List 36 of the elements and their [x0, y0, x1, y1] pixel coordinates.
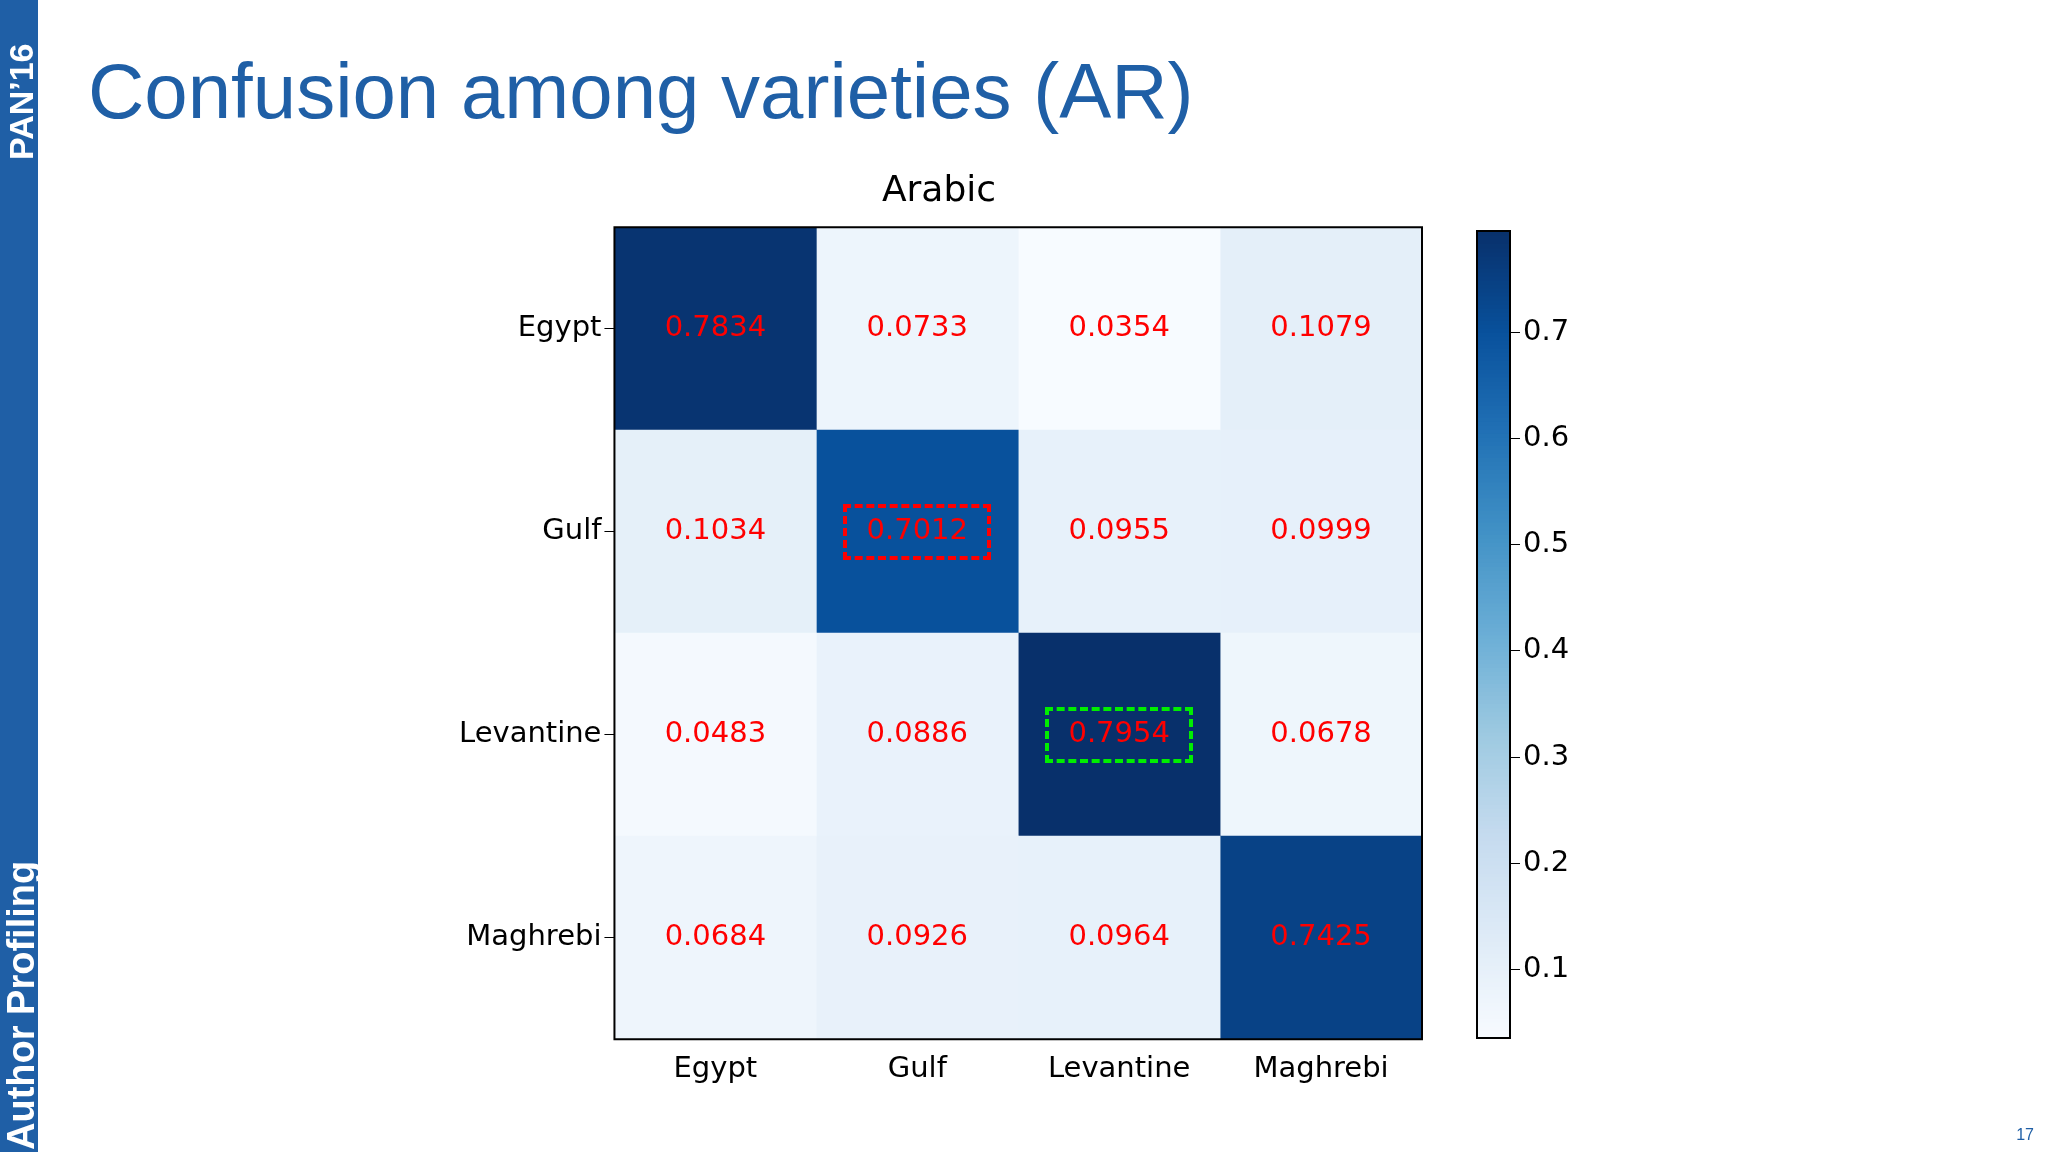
data-label: 0.0964 [1068, 918, 1170, 953]
chart-subtitle: Arabic [881, 167, 997, 209]
data-label: 0.0354 [1068, 309, 1170, 344]
color-bar-label: 0.7 [1523, 312, 1570, 347]
data-label: 0.0733 [866, 309, 969, 344]
x-tick-label: Maghrebi [1253, 1050, 1389, 1085]
x-tick-label: Levantine [1047, 1050, 1191, 1085]
y-tick-label: Maghrebi [466, 918, 602, 953]
x-tick-label: Gulf [887, 1050, 948, 1085]
data-label: 0.1079 [1270, 309, 1372, 344]
color-bar-label: 0.4 [1523, 631, 1570, 666]
data-label: 0.7012 [866, 512, 969, 547]
y-tick-label: Gulf [542, 512, 603, 547]
data-label: 0.0684 [664, 918, 767, 953]
data-label: 0.0926 [866, 918, 969, 953]
text: Author Profiling [0, 860, 43, 1150]
y-tick-label: Levantine [459, 715, 602, 750]
y-tick-label: Egypt [517, 309, 602, 344]
data-label: 0.0678 [1270, 715, 1372, 750]
data-label: 0.0886 [866, 715, 969, 750]
data-label: 0.1034 [664, 512, 767, 547]
data-label: 0.7425 [1270, 918, 1372, 953]
data-label: 0.0955 [1068, 512, 1170, 547]
text: 17 [2016, 1126, 2034, 1144]
color-bar-label: 0.6 [1523, 419, 1570, 454]
text: PAN’16 [2, 43, 41, 160]
data-label: 0.0999 [1270, 512, 1372, 547]
color-bar-label: 0.2 [1523, 843, 1570, 878]
data-label: 0.7954 [1068, 715, 1170, 750]
x-tick-label: Egypt [673, 1050, 758, 1085]
data-label: 0.7834 [664, 309, 767, 344]
color-bar-label: 0.3 [1523, 737, 1570, 772]
data-label: 0.0483 [664, 715, 767, 750]
chart-title: Confusion among varieties (AR) [88, 46, 1194, 137]
color-bar-label: 0.5 [1523, 525, 1570, 560]
color-bar-label: 0.1 [1523, 949, 1570, 984]
